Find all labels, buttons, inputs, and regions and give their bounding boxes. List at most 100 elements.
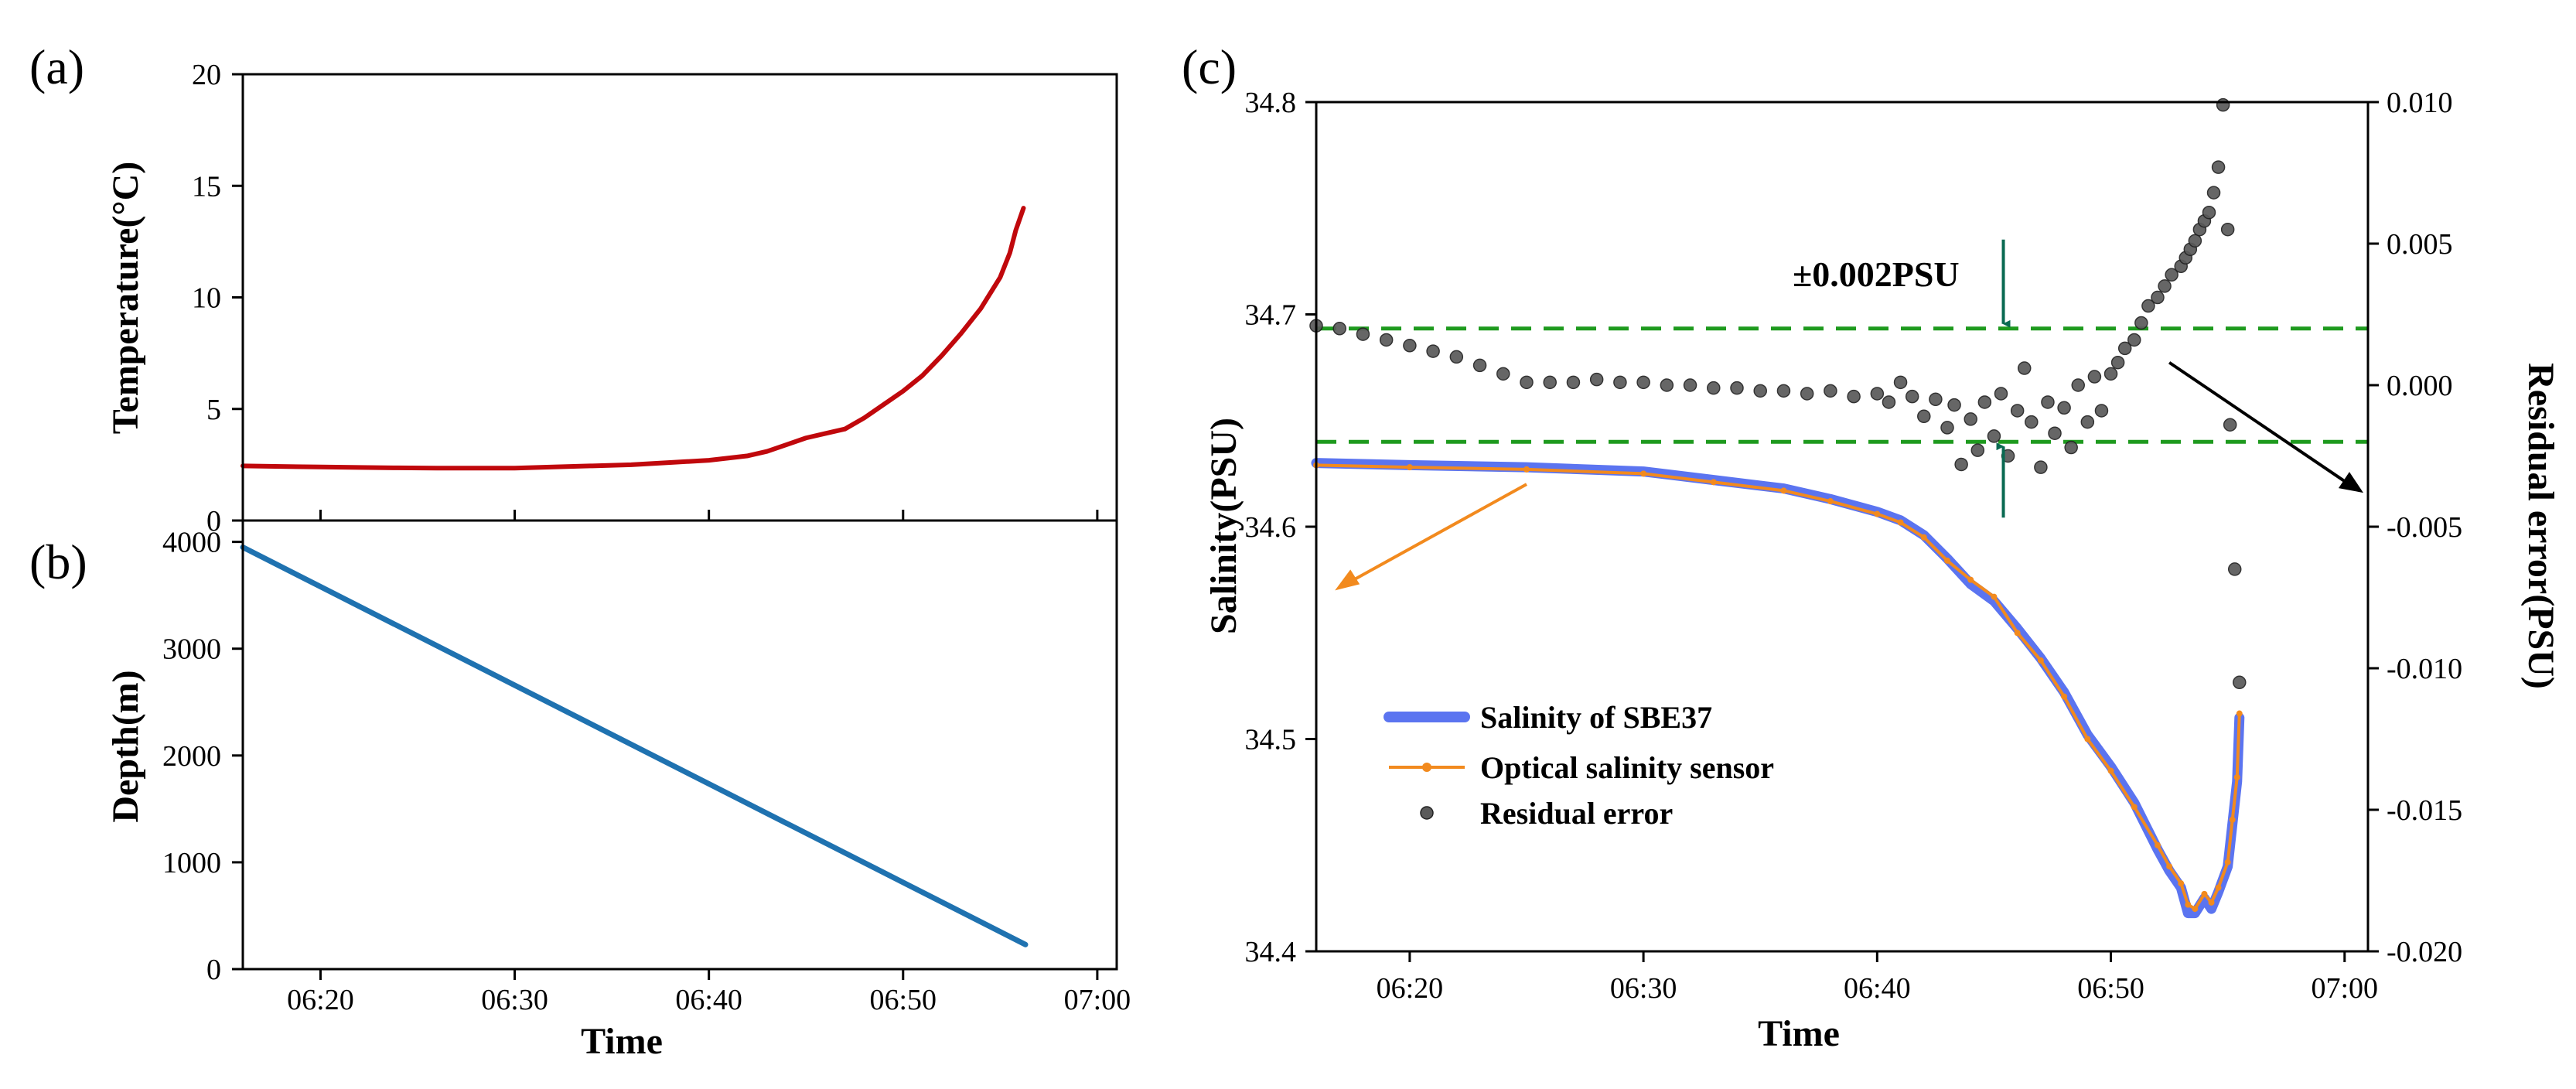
- optical-salinity-point: [1897, 519, 1904, 526]
- panel-a: (a) Temperature(°C) 0 5 10 15 20: [29, 39, 1118, 538]
- residual-error-point: [1426, 344, 1440, 358]
- panel-a-label: (a): [29, 39, 84, 94]
- optical-salinity-point: [2037, 657, 2044, 664]
- residual-error-point: [1589, 372, 1604, 387]
- residual-error-point: [2206, 186, 2221, 200]
- optical-salinity-point: [1874, 510, 1881, 517]
- panel-c-y2tick-label: 0.005: [2387, 228, 2453, 261]
- panel-b-ytick-label: 2000: [162, 740, 221, 773]
- panel-c-y2-ticks: -0.020 -0.015 -0.010 -0.005 0.000 0.005 0.010: [2368, 87, 2462, 968]
- panel-c-xtick-label: 06:30: [1610, 972, 1677, 1005]
- residual-error-point: [1520, 375, 1534, 390]
- optical-salinity-point: [2107, 767, 2114, 774]
- panel-c-xtick-label: 06:20: [1377, 972, 1444, 1005]
- panel-b-xtick-label: 06:50: [869, 984, 937, 1016]
- salinity-axis-arrow-head: [1335, 569, 1360, 591]
- optical-salinity-point: [2178, 880, 2185, 887]
- residual-error-point: [1824, 384, 1837, 398]
- panel-c-xlabel: Time: [1758, 1013, 1840, 1054]
- residual-error-point: [2165, 268, 2179, 282]
- residual-error-point: [2188, 234, 2202, 248]
- threshold-lines: [1316, 326, 2368, 444]
- residual-error-point: [2048, 426, 2062, 440]
- residual-error-point: [2087, 370, 2102, 384]
- panel-a-ytick-label: 5: [206, 394, 221, 426]
- residual-error-points: [1309, 97, 2247, 690]
- residual-error-point: [1987, 429, 2001, 443]
- optical-salinity-point: [1920, 534, 1927, 541]
- panel-b-ytick-label: 4000: [162, 527, 221, 559]
- optical-salinity-point: [2208, 899, 2215, 906]
- residual-error-point: [1905, 389, 1919, 404]
- residual-error-point: [1403, 339, 1417, 353]
- residual-error-point: [1870, 387, 1885, 401]
- residual-axis-arrow: [2168, 361, 2354, 488]
- residual-error-point: [2202, 205, 2216, 220]
- optical-salinity-point: [2192, 906, 2199, 913]
- panel-c-ytick-label: 34.7: [1245, 299, 1297, 332]
- residual-error-point: [2127, 333, 2141, 347]
- panel-b-ytick-label: 1000: [162, 847, 221, 879]
- panel-c-y2tick-label: 0.010: [2387, 87, 2453, 119]
- panel-c-y2label: Residual error(PSU): [2520, 363, 2561, 689]
- panel-c-x-ticks: 06:20 06:30 06:40 06:50 07:00: [1377, 951, 2378, 1005]
- residual-error-point: [1707, 381, 1721, 395]
- residual-error-point: [2057, 401, 2071, 415]
- threshold-annotation: ±0.002PSU: [1793, 254, 1960, 294]
- optical-salinity-point: [2155, 842, 2161, 848]
- legend-dot-residual: [1420, 806, 1434, 820]
- residual-error-point: [2010, 404, 2025, 418]
- residual-error-point: [1566, 375, 1581, 390]
- optical-salinity-point: [1710, 479, 1717, 486]
- panel-a-ytick-label: 15: [192, 170, 221, 203]
- optical-salinity-point: [2084, 736, 2091, 742]
- sbe37-salinity-line: [1311, 458, 2245, 919]
- residual-error-point: [1543, 375, 1557, 390]
- residual-error-point: [2223, 418, 2237, 432]
- optical-salinity-point: [1967, 576, 1974, 583]
- panel-b-frame: [241, 519, 1118, 971]
- residual-error-point: [1964, 412, 1977, 426]
- residual-error-point: [2220, 222, 2235, 237]
- residual-error-point: [1847, 389, 1861, 404]
- residual-error-point: [2064, 440, 2078, 455]
- residual-error-point: [1917, 409, 1931, 424]
- optical-salinity-line: [1315, 463, 2241, 911]
- optical-salinity-point: [2131, 804, 2138, 811]
- panel-c-y2tick-label: 0.000: [2387, 370, 2453, 402]
- optical-salinity-point: [1523, 466, 1530, 473]
- residual-error-point: [1970, 443, 1985, 457]
- panel-c-xtick-label: 07:00: [2311, 972, 2378, 1005]
- residual-error-point: [1683, 378, 1697, 392]
- residual-error-point: [1776, 384, 1791, 398]
- optical-salinity-point: [2061, 693, 2068, 700]
- legend-label-sbe37: Salinity of SBE37: [1480, 700, 1712, 735]
- panel-c-y2tick-label: -0.005: [2387, 511, 2462, 544]
- panel-b-xtick-label: 06:40: [675, 984, 742, 1016]
- panel-a-ylabel: Temperature(°C): [105, 162, 146, 434]
- panel-b-xtick-label: 06:30: [481, 984, 548, 1016]
- panel-b-xlabel: Time: [581, 1021, 663, 1062]
- residual-error-point: [1379, 333, 1394, 347]
- panel-b-label: (b): [29, 534, 87, 589]
- optical-salinity-point: [2185, 901, 2192, 908]
- optical-salinity-point: [2201, 890, 2208, 897]
- residual-error-point: [1893, 375, 1908, 390]
- optical-salinity-point: [1406, 464, 1413, 471]
- residual-error-point: [1660, 378, 1674, 392]
- residual-error-point: [2158, 279, 2172, 293]
- residual-error-point: [1449, 350, 1464, 364]
- depth-line: [240, 544, 1029, 947]
- residual-error-point: [1332, 322, 1346, 336]
- panel-c-label: (c): [1182, 39, 1237, 94]
- panel-c: (c) Salinity(PSU) Residual error(PSU) Ti…: [1182, 39, 2561, 1054]
- residual-error-point: [1356, 327, 1370, 341]
- panel-c-y2tick-label: -0.020: [2387, 936, 2462, 968]
- residual-error-point: [1882, 395, 1896, 409]
- panel-c-ytick-label: 34.4: [1245, 936, 1297, 968]
- panel-a-x-ticks: [319, 510, 1099, 521]
- panel-c-y-ticks: 34.4 34.5 34.6 34.7 34.8: [1245, 87, 1316, 968]
- optical-salinity-point: [2233, 773, 2240, 780]
- residual-error-point: [2017, 361, 2032, 375]
- residual-error-point: [1954, 457, 1968, 472]
